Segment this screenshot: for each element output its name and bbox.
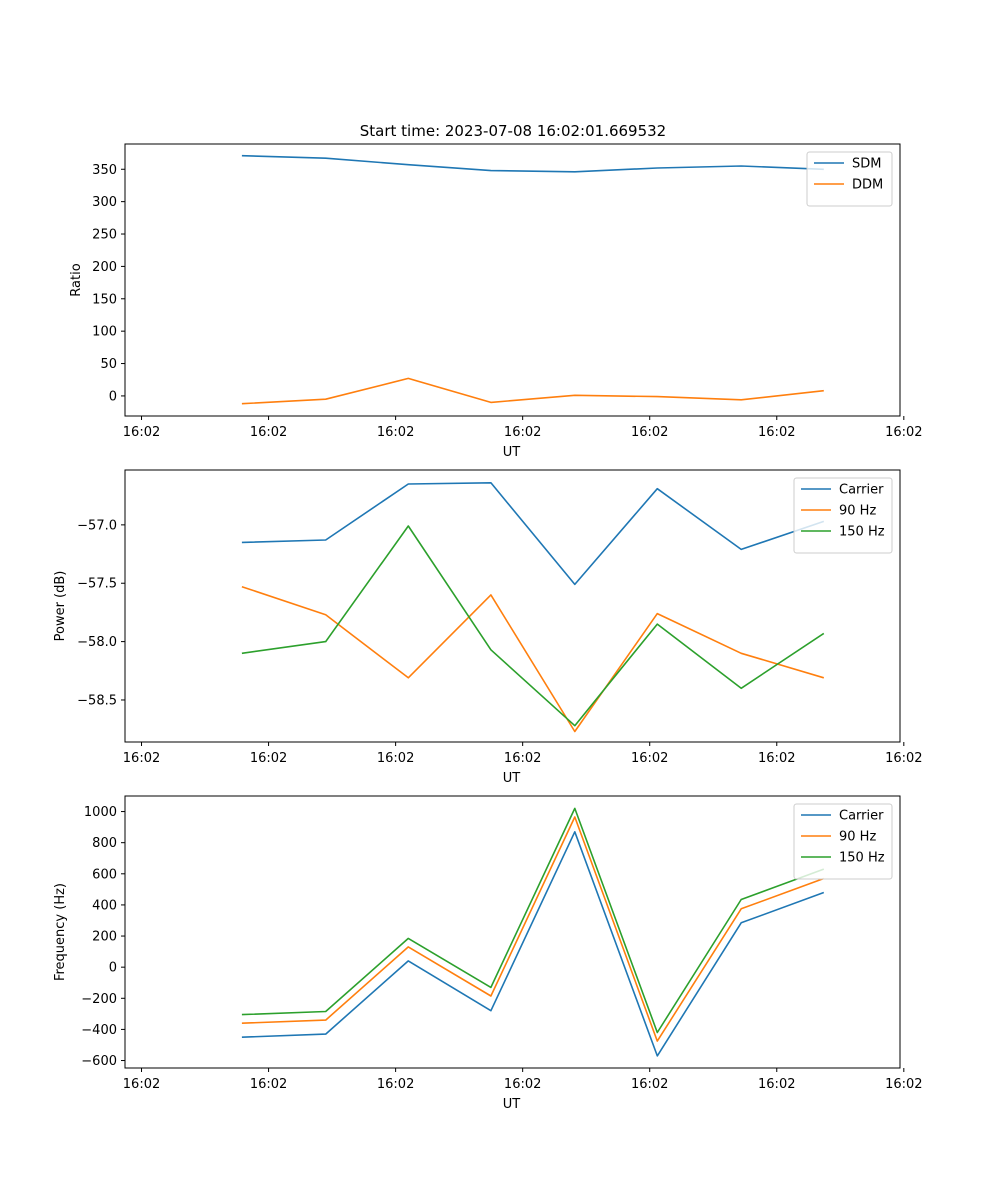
series-line-150-hz [241,525,825,727]
legend: Carrier 90 Hz 150 Hz [793,477,893,554]
x-tick-label: 16:02 [885,1077,922,1092]
y-tick-label: −600 [81,1054,117,1069]
series-line-carrier [241,830,825,1057]
series-line-90-hz [241,816,825,1042]
plot-frame [124,143,901,417]
y-tick-label: 200 [92,930,117,945]
x-tick-label: 16:02 [250,751,287,766]
x-tick-label: 16:02 [885,751,922,766]
legend-box [793,477,893,554]
x-tick-label: 16:02 [377,1077,414,1092]
legend-box [806,151,893,207]
legend-label: 90 Hz [839,504,876,519]
legend-label: 150 Hz [839,851,885,866]
y-tick-label: −58.5 [77,693,117,708]
y-tick-label: 0 [109,961,117,976]
x-axis-label: UT [503,445,521,460]
x-tick-label: 16:02 [250,425,287,440]
x-tick-label: 16:02 [377,425,414,440]
x-tick-label: 16:02 [123,751,160,766]
x-tick-label: 16:02 [758,425,795,440]
x-tick-label: 16:02 [123,1077,160,1092]
legend-label: Carrier [839,483,884,498]
x-tick-label: 16:02 [631,1077,668,1092]
y-tick-label: 800 [92,836,117,851]
x-tick-label: 16:02 [631,751,668,766]
y-axis-label: Frequency (Hz) [53,883,68,981]
y-axis-label: Ratio [69,263,84,296]
x-tick-label: 16:02 [504,1077,541,1092]
y-tick-label: −58.0 [77,635,117,650]
chart-panel-frequency: 16:02 16:02 16:02 16:02 16:02 16:02 16:02 −600 −… [53,795,923,1112]
legend-box [793,803,893,880]
legend-label: 150 Hz [839,525,885,540]
y-tick-label: −57.5 [77,577,117,592]
y-tick-label: −57.0 [77,518,117,533]
x-tick-label: 16:02 [377,751,414,766]
y-tick-label: 400 [92,898,117,913]
series-line-ddm [241,377,824,405]
y-tick-label: 300 [92,195,117,210]
series-line-sdm [241,154,824,173]
y-tick-label: 250 [92,228,117,243]
y-tick-label: 150 [92,292,117,307]
legend: Carrier 90 Hz 150 Hz [793,803,893,880]
legend-label: SDM [852,157,881,172]
y-axis-label: Power (dB) [53,571,68,642]
legend-label: DDM [852,178,883,193]
x-tick-label: 16:02 [885,425,922,440]
y-tick-label: 200 [92,260,117,275]
x-axis-label: UT [503,771,521,786]
series-line-90-hz [241,585,825,733]
y-tick-label: 100 [92,325,117,340]
chart-panel-power: 16:02 16:02 16:02 16:02 16:02 16:02 16:02 −58.5… [53,469,923,786]
series-line-150-hz [241,807,825,1034]
chart-panel-ratio: 16:02 16:02 16:02 16:02 16:02 16:02 16:02 0 50 10… [69,143,923,460]
legend-label: Carrier [839,809,884,824]
x-tick-label: 16:02 [504,751,541,766]
x-tick-label: 16:02 [504,425,541,440]
plot-frame [124,795,901,1069]
x-axis-label: UT [503,1097,521,1112]
y-tick-label: 600 [92,867,117,882]
x-tick-label: 16:02 [123,425,160,440]
x-tick-label: 16:02 [250,1077,287,1092]
series-line-carrier [241,481,825,586]
legend: SDM DDM [806,151,893,207]
y-tick-label: −400 [81,1023,117,1038]
x-tick-label: 16:02 [631,425,668,440]
figure-title: Start time: 2023-07-08 16:02:01.669532 [360,122,666,140]
y-tick-label: −200 [81,992,117,1007]
legend-label: 90 Hz [839,830,876,845]
y-tick-label: 50 [100,357,117,372]
plot-frame [124,469,901,743]
x-tick-label: 16:02 [758,751,795,766]
x-tick-label: 16:02 [758,1077,795,1092]
y-tick-label: 0 [109,389,117,404]
y-tick-label: 350 [92,163,117,178]
y-tick-label: 1000 [84,805,117,820]
